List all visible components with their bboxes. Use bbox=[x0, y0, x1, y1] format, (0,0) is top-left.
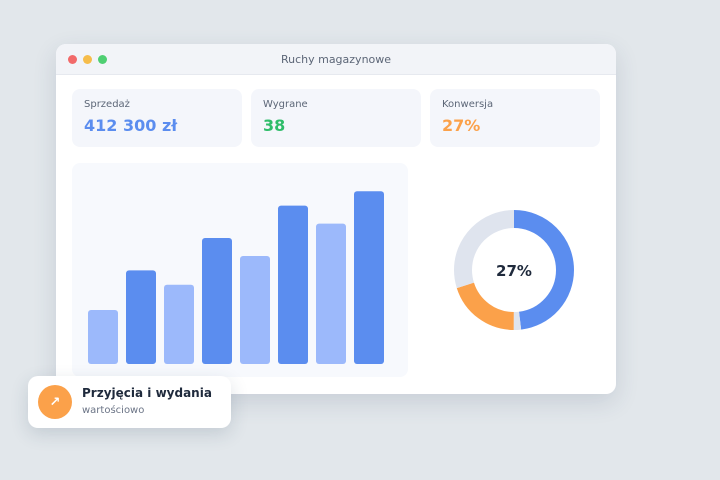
bar-4 bbox=[202, 238, 232, 364]
bar-7 bbox=[316, 223, 346, 364]
kpi-value: 38 bbox=[263, 116, 286, 135]
donut-slice-2 bbox=[454, 210, 574, 330]
toast-subtitle: wartościowo bbox=[82, 405, 145, 416]
donut-slice-4 bbox=[454, 210, 574, 330]
title-bar: Ruchy magazynowe bbox=[56, 44, 616, 75]
kpi-card-sales: Sprzedaż 412 300 zł bbox=[72, 89, 242, 147]
bar-6 bbox=[278, 205, 308, 364]
app-window: Ruchy magazynowe Sprzedaż 412 300 zł Wyg… bbox=[56, 44, 616, 394]
kpi-label: Konwersja bbox=[442, 99, 494, 110]
minimize-window-button[interactable] bbox=[83, 55, 92, 64]
arrow-up-right-icon: ↗ bbox=[38, 385, 72, 419]
window-title: Ruchy magazynowe bbox=[280, 53, 392, 66]
kpi-value: 27% bbox=[442, 116, 481, 135]
bar-5 bbox=[240, 256, 270, 364]
kpi-card-conversion: Konwersja 27% bbox=[430, 89, 600, 147]
maximize-window-button[interactable] bbox=[98, 55, 107, 64]
bar-chart bbox=[88, 191, 384, 364]
donut-center-label: 27% bbox=[496, 262, 532, 280]
bar-8 bbox=[354, 191, 384, 364]
donut-chart: 27% bbox=[454, 210, 574, 330]
close-window-button[interactable] bbox=[68, 55, 77, 64]
toast-title: Przyjęcia i wydania bbox=[82, 386, 212, 400]
bar-1 bbox=[88, 310, 118, 364]
notification-toast[interactable]: ↗ Przyjęcia i wydania wartościowo bbox=[28, 376, 231, 428]
kpi-card-wins: Wygrane 38 bbox=[251, 89, 421, 147]
kpi-value: 412 300 zł bbox=[84, 116, 178, 135]
kpi-label: Sprzedaż bbox=[84, 99, 130, 110]
bar-chart-panel bbox=[72, 163, 408, 377]
bar-3 bbox=[164, 284, 194, 364]
bar-2 bbox=[126, 270, 156, 364]
kpi-label: Wygrane bbox=[263, 99, 308, 110]
